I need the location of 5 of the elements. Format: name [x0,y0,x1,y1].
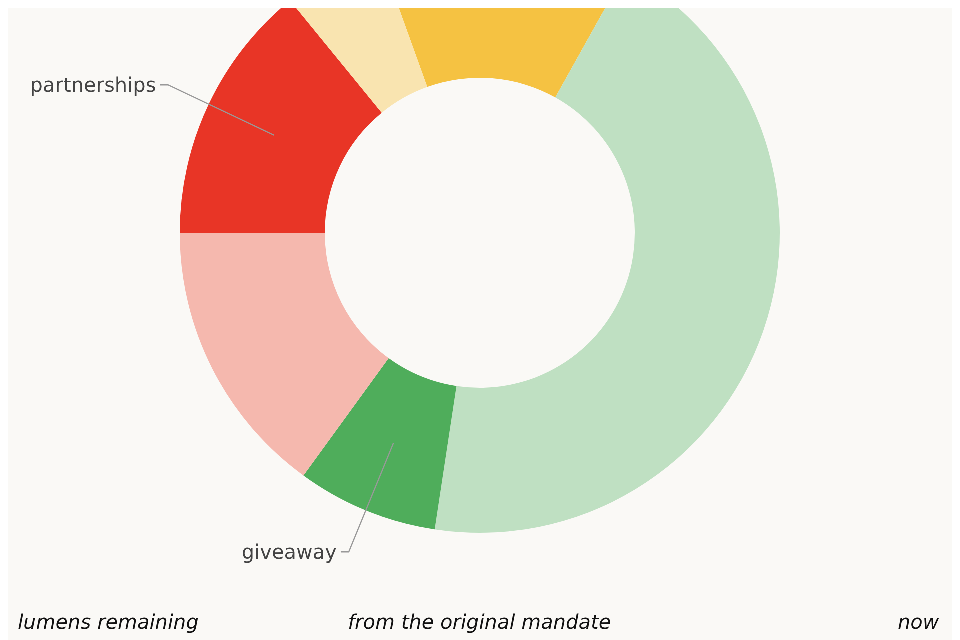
text: lumens remaining [18,610,199,634]
slice-label: partnerships [30,73,156,98]
text: now [898,610,940,634]
text: from the original mandate [348,610,612,634]
slice-label: giveaway [242,540,338,564]
